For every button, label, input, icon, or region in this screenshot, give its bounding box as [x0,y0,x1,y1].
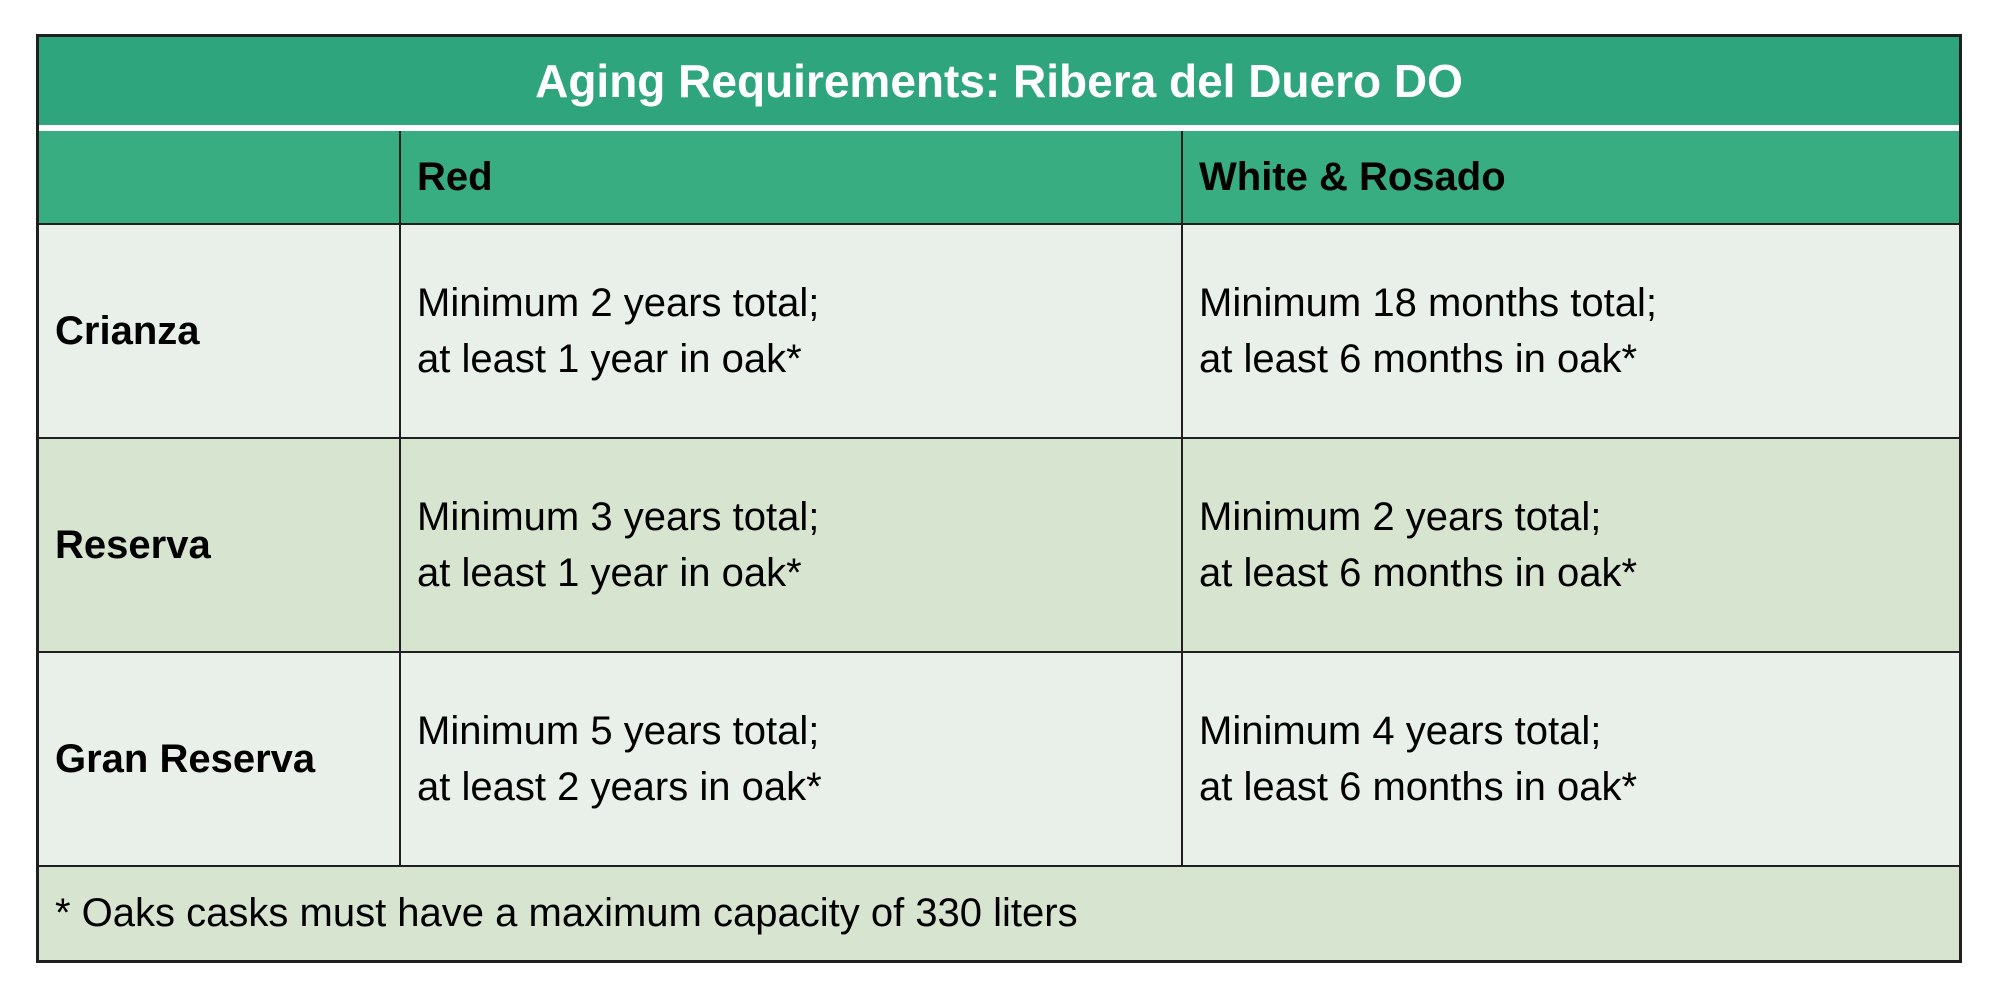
row-label-gran-reserva: Gran Reserva [39,653,401,867]
cell-line: Minimum 3 years total; [417,495,820,539]
cell-line: Minimum 2 years total; [1199,495,1602,539]
cell-line: Minimum 5 years total; [417,709,820,753]
cell-line: at least 2 years in oak* [417,765,822,809]
cell-reserva-white: Minimum 2 years total; at least 6 months… [1183,439,1959,653]
cell-line: Minimum 2 years total; [417,281,820,325]
aging-requirements-table: Aging Requirements: Ribera del Duero DO … [36,34,1962,963]
cell-line: Minimum 18 months total; [1199,281,1657,325]
row-label-crianza: Crianza [39,225,401,439]
cell-reserva-red: Minimum 3 years total; at least 1 year i… [401,439,1183,653]
cell-line: Minimum 4 years total; [1199,709,1602,753]
cell-crianza-red: Minimum 2 years total; at least 1 year i… [401,225,1183,439]
cell-line: at least 6 months in oak* [1199,551,1638,595]
cell-line: at least 1 year in oak* [417,337,802,381]
cell-line: at least 6 months in oak* [1199,337,1638,381]
cell-line: at least 1 year in oak* [417,551,802,595]
cell-line: at least 6 months in oak* [1199,765,1638,809]
row-label-reserva: Reserva [39,439,401,653]
cell-gran-reserva-red: Minimum 5 years total; at least 2 years … [401,653,1183,867]
header-red: Red [401,131,1183,225]
table-title: Aging Requirements: Ribera del Duero DO [39,37,1959,131]
table-footnote: * Oaks casks must have a maximum capacit… [39,867,1959,960]
header-empty [39,131,401,225]
cell-crianza-white: Minimum 18 months total; at least 6 mont… [1183,225,1959,439]
header-white-rosado: White & Rosado [1183,131,1959,225]
cell-gran-reserva-white: Minimum 4 years total; at least 6 months… [1183,653,1959,867]
